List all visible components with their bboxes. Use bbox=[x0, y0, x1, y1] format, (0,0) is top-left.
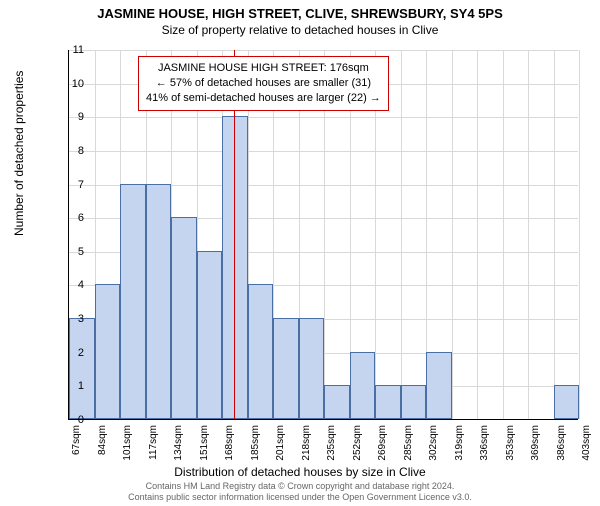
chart-title-main: JASMINE HOUSE, HIGH STREET, CLIVE, SHREW… bbox=[0, 6, 600, 21]
histogram-bar bbox=[426, 352, 452, 419]
info-line-1: JASMINE HOUSE HIGH STREET: 176sqm bbox=[146, 61, 381, 76]
y-tick-label: 1 bbox=[66, 380, 84, 392]
y-tick-label: 2 bbox=[66, 347, 84, 359]
x-tick-label: 84sqm bbox=[97, 425, 108, 469]
x-tick-label: 302sqm bbox=[428, 425, 439, 469]
footer-line-2: Contains public sector information licen… bbox=[0, 492, 600, 503]
gridline-v bbox=[554, 50, 555, 419]
histogram-bar bbox=[171, 217, 197, 419]
x-tick-label: 369sqm bbox=[530, 425, 541, 469]
y-tick-label: 10 bbox=[66, 78, 84, 90]
x-tick-label: 336sqm bbox=[479, 425, 490, 469]
histogram-bar bbox=[299, 318, 325, 419]
histogram-bar bbox=[273, 318, 299, 419]
gridline-v bbox=[401, 50, 402, 419]
histogram-bar bbox=[197, 251, 223, 419]
gridline-v bbox=[477, 50, 478, 419]
y-tick-label: 8 bbox=[66, 145, 84, 157]
histogram-bar bbox=[401, 385, 427, 419]
x-tick-label: 218sqm bbox=[301, 425, 312, 469]
x-tick-label: 319sqm bbox=[454, 425, 465, 469]
gridline-v bbox=[503, 50, 504, 419]
gridline-v bbox=[528, 50, 529, 419]
histogram-bar bbox=[120, 184, 146, 419]
gridline-v bbox=[452, 50, 453, 419]
histogram-bar bbox=[554, 385, 580, 419]
x-tick-label: 117sqm bbox=[148, 425, 159, 469]
chart-title-sub: Size of property relative to detached ho… bbox=[0, 23, 600, 37]
x-tick-label: 235sqm bbox=[326, 425, 337, 469]
y-tick-label: 3 bbox=[66, 313, 84, 325]
x-tick-label: 386sqm bbox=[556, 425, 567, 469]
x-tick-label: 252sqm bbox=[352, 425, 363, 469]
chart-area: JASMINE HOUSE HIGH STREET: 176sqm ← 57% … bbox=[68, 50, 578, 420]
info-line-3: 41% of semi-detached houses are larger (… bbox=[146, 91, 381, 106]
y-axis-label: Number of detached properties bbox=[12, 71, 26, 236]
y-tick-label: 4 bbox=[66, 279, 84, 291]
histogram-bar bbox=[248, 284, 274, 419]
y-tick-label: 11 bbox=[66, 44, 84, 56]
x-tick-label: 201sqm bbox=[275, 425, 286, 469]
x-tick-label: 403sqm bbox=[581, 425, 592, 469]
histogram-bar bbox=[324, 385, 350, 419]
gridline-v bbox=[579, 50, 580, 419]
histogram-bar bbox=[146, 184, 172, 419]
x-tick-label: 151sqm bbox=[199, 425, 210, 469]
y-tick-label: 5 bbox=[66, 246, 84, 258]
x-tick-label: 353sqm bbox=[505, 425, 516, 469]
x-tick-label: 269sqm bbox=[377, 425, 388, 469]
x-tick-label: 134sqm bbox=[173, 425, 184, 469]
x-tick-label: 185sqm bbox=[250, 425, 261, 469]
histogram-bar bbox=[69, 318, 95, 419]
info-line-2: ← 57% of detached houses are smaller (31… bbox=[146, 76, 381, 91]
y-tick-label: 7 bbox=[66, 179, 84, 191]
x-tick-label: 285sqm bbox=[403, 425, 414, 469]
footer-line-1: Contains HM Land Registry data © Crown c… bbox=[0, 481, 600, 492]
marker-info-box: JASMINE HOUSE HIGH STREET: 176sqm ← 57% … bbox=[138, 56, 389, 111]
y-tick-label: 9 bbox=[66, 111, 84, 123]
histogram-bar bbox=[350, 352, 376, 419]
histogram-bar bbox=[375, 385, 401, 419]
x-tick-label: 67sqm bbox=[71, 425, 82, 469]
x-tick-label: 168sqm bbox=[224, 425, 235, 469]
y-tick-label: 6 bbox=[66, 212, 84, 224]
histogram-bar bbox=[95, 284, 121, 419]
x-tick-label: 101sqm bbox=[122, 425, 133, 469]
